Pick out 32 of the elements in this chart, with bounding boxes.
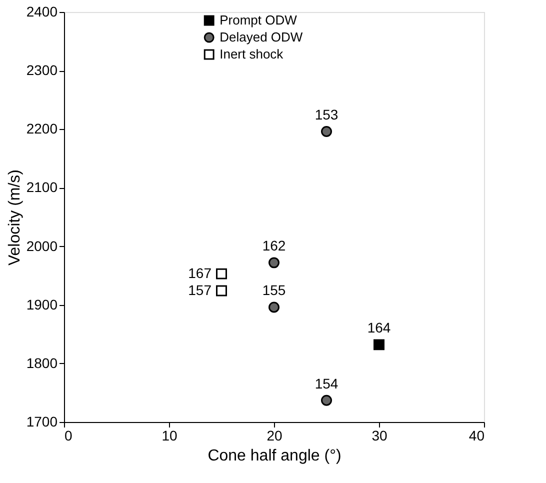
x-tick-label: 20: [266, 428, 282, 444]
y-tick-label: 1700: [26, 414, 58, 430]
y-tick-label: 2100: [26, 179, 58, 196]
x-tick-label: 0: [64, 428, 72, 444]
legend-label: Inert shock: [220, 46, 284, 62]
y-tick-label: 2000: [26, 238, 58, 254]
legend-label: Delayed ODW: [220, 30, 304, 44]
y-tick-label: 1900: [26, 296, 58, 312]
legend-label: Prompt ODW: [220, 12, 298, 28]
x-tick-label: 30: [372, 428, 388, 444]
annotation: 164: [367, 320, 391, 336]
annotation: 154: [314, 375, 338, 392]
point: [216, 268, 227, 280]
point: [216, 285, 227, 296]
annotation: 167: [188, 264, 212, 281]
annotation: 155: [262, 282, 286, 298]
y-tick-label: 2200: [26, 120, 58, 137]
y-tick-label: 2400: [26, 4, 58, 20]
y-tick-label: 1800: [26, 354, 58, 371]
point: [321, 126, 332, 137]
annotation: 162: [262, 238, 286, 254]
point: [268, 302, 280, 313]
point: [321, 394, 332, 406]
y-axis-title: Velocity (m/s): [6, 169, 24, 266]
x-tick-label: 10: [162, 428, 178, 444]
x-tick-label: 40: [468, 428, 485, 444]
annotation: 153: [314, 106, 338, 122]
point: [374, 339, 384, 350]
point: [268, 257, 280, 268]
y-tick-label: 2300: [26, 62, 58, 78]
annotation: 157: [188, 282, 212, 298]
x-axis-title: Cone half angle (°): [208, 448, 342, 464]
